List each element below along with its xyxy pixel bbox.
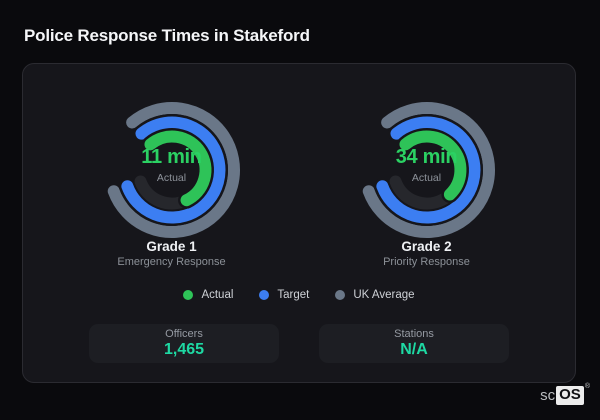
stat-stations-label: Stations [394,328,434,340]
gauge-grade-2-label: Grade 2 [401,239,452,254]
gauge-grade-2-sublabel: Priority Response [383,256,470,268]
scos-watermark-prefix: sc [540,387,556,404]
legend-item-actual[interactable]: Actual [183,289,233,301]
stat-stations: Stations N/A [319,324,509,363]
stat-officers: Officers 1,465 [89,324,279,363]
gauge-grade-1: 11 min Actual Grade 1 Emergency Response [44,95,299,268]
legend-label-actual: Actual [201,289,234,301]
gauge-grade-1-sublabel: Emergency Response [117,256,226,268]
stat-officers-label: Officers [165,328,203,340]
legend-label-uk-average: UK Average [353,289,415,301]
legend-dot-actual-icon [183,290,194,300]
page-title: Police Response Times in Stakeford [24,26,310,45]
stat-officers-value: 1,465 [163,341,205,358]
gauge-grade-1-label: Grade 1 [146,239,197,254]
legend-dot-uk-average-icon [335,290,346,300]
gauge-grade-1-chart: 11 min Actual [92,95,252,245]
legend-item-uk-average[interactable]: UK Average [335,289,415,301]
scos-watermark-suffix: OS [556,386,584,405]
response-times-card: 11 min Actual Grade 1 Emergency Response… [22,63,576,383]
registered-mark-icon: ® [584,383,590,390]
legend-dot-target-icon [259,290,270,300]
stat-stations-value: N/A [400,341,428,358]
stats-row: Officers 1,465 Stations N/A [23,324,575,363]
legend-label-target: Target [277,289,310,301]
legend-item-target[interactable]: Target [259,289,309,301]
gauge-grade-2-arcs [362,102,495,238]
gauge-grade-2: 34 min Actual Grade 2 Priority Response [299,95,554,268]
gauge-grade-1-arcs [107,102,240,238]
gauge-grade-2-chart: 34 min Actual [347,95,507,245]
scos-watermark: sc OS ® [540,383,590,405]
legend: Actual Target UK Average [23,289,575,301]
gauge-row: 11 min Actual Grade 1 Emergency Response… [23,64,575,268]
